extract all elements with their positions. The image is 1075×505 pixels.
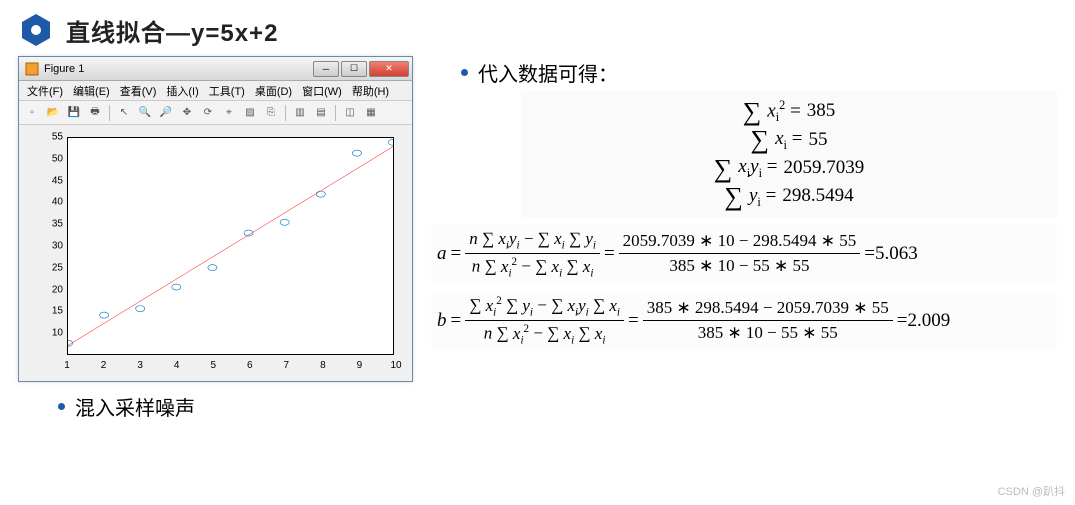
x-tick-label: 4 (174, 360, 180, 371)
sums-block: ∑xi2 = 385 ∑xi = 55 ∑xiyi = 2059.7039 ∑y… (521, 91, 1057, 217)
matlab-figure-icon (25, 62, 39, 76)
legend-icon[interactable]: ▤ (312, 104, 330, 122)
figure-toolbar: ▫📂💾🖶 ↖🔍🔎✥⟳⌖▨⎘ ▥▤ ◫▦ (19, 101, 412, 125)
menu-item[interactable]: 查看(V) (116, 83, 161, 99)
right-column: 代入数据可得： ∑xi2 = 385 ∑xi = 55 ∑xiyi = 2059… (441, 56, 1057, 421)
x-tick-label: 2 (101, 360, 107, 371)
y-tick-label: 50 (43, 153, 63, 164)
zoom-in-icon[interactable]: 🔍 (136, 104, 154, 122)
data-cursor-icon[interactable]: ⌖ (220, 104, 238, 122)
x-tick-label: 3 (137, 360, 143, 371)
y-tick-label: 30 (43, 241, 63, 252)
chart-svg (68, 138, 393, 354)
figure-titlebar: Figure 1 ─ ☐ ✕ (19, 57, 412, 81)
y-tick-label: 25 (43, 262, 63, 273)
sum-y-row: ∑yi = 298.5494 (724, 183, 853, 211)
page-header: 直线拟合—y=5x+2 (0, 0, 1075, 56)
figure-window: Figure 1 ─ ☐ ✕ 文件(F)编辑(E)查看(V)插入(I)工具(T)… (18, 56, 413, 382)
rotate-icon[interactable]: ⟳ (199, 104, 217, 122)
menu-item[interactable]: 编辑(E) (69, 83, 114, 99)
x-tick-label: 6 (247, 360, 253, 371)
bullet-icon (461, 69, 468, 76)
sum-xy-row: ∑xiyi = 2059.7039 (714, 154, 865, 182)
right-bullet-line: 代入数据可得： (461, 58, 1057, 87)
plot-area: 1015202530354045505512345678910 (19, 125, 412, 381)
sum-x2-row: ∑xi2 = 385 (743, 97, 836, 126)
toolbar-separator (335, 105, 336, 121)
menu-item[interactable]: 帮助(H) (348, 83, 393, 99)
sum-x-row: ∑xi = 55 (751, 126, 828, 154)
pointer-icon[interactable]: ↖ (115, 104, 133, 122)
left-column: Figure 1 ─ ☐ ✕ 文件(F)编辑(E)查看(V)插入(I)工具(T)… (18, 56, 413, 421)
menu-item[interactable]: 文件(F) (23, 83, 67, 99)
link-icon[interactable]: ⎘ (262, 104, 280, 122)
x-tick-label: 7 (284, 360, 290, 371)
figure-window-title: Figure 1 (44, 63, 84, 75)
pan-icon[interactable]: ✥ (178, 104, 196, 122)
x-tick-label: 8 (320, 360, 326, 371)
axes-icon[interactable]: ◫ (341, 104, 359, 122)
y-tick-label: 55 (43, 132, 63, 143)
left-bullet-line: 混入采样噪声 (58, 392, 413, 421)
x-tick-label: 10 (390, 360, 401, 371)
close-button[interactable]: ✕ (369, 61, 409, 77)
x-tick-label: 1 (64, 360, 70, 371)
toolbar-separator (109, 105, 110, 121)
print-icon[interactable]: 🖶 (86, 104, 104, 122)
save-icon[interactable]: 💾 (65, 104, 83, 122)
y-tick-label: 20 (43, 284, 63, 295)
toolbar-separator (285, 105, 286, 121)
new-icon[interactable]: ▫ (23, 104, 41, 122)
chart-axes (67, 137, 394, 355)
equation-b: b = ∑ xi2 ∑ yi − ∑ xiyi ∑ xi n ∑ xi2 − ∑… (431, 291, 1057, 350)
menu-item[interactable]: 窗口(W) (298, 83, 346, 99)
colorbar-icon[interactable]: ▥ (291, 104, 309, 122)
page-title: 直线拟合—y=5x+2 (66, 13, 278, 48)
bullet-icon (58, 403, 65, 410)
x-tick-label: 9 (357, 360, 363, 371)
x-tick-label: 5 (210, 360, 216, 371)
hex-icon (18, 12, 54, 48)
window-buttons: ─ ☐ ✕ (313, 61, 409, 77)
y-tick-label: 45 (43, 175, 63, 186)
maximize-button[interactable]: ☐ (341, 61, 367, 77)
minimize-button[interactable]: ─ (313, 61, 339, 77)
watermark: CSDN @趴抖 (998, 483, 1065, 499)
grid-icon[interactable]: ▦ (362, 104, 380, 122)
y-tick-label: 40 (43, 197, 63, 208)
menu-item[interactable]: 插入(I) (162, 83, 202, 99)
y-tick-label: 10 (43, 328, 63, 339)
right-bullet-text: 代入数据可得： (478, 58, 618, 87)
left-bullet-text: 混入采样噪声 (75, 392, 195, 421)
equation-a: a = n ∑ xiyi − ∑ xi ∑ yi n ∑ xi2 − ∑ xi … (431, 225, 1057, 283)
open-icon[interactable]: 📂 (44, 104, 62, 122)
zoom-out-icon[interactable]: 🔎 (157, 104, 175, 122)
menu-item[interactable]: 工具(T) (205, 83, 249, 99)
y-tick-label: 15 (43, 306, 63, 317)
brush-icon[interactable]: ▨ (241, 104, 259, 122)
figure-menubar: 文件(F)编辑(E)查看(V)插入(I)工具(T)桌面(D)窗口(W)帮助(H) (19, 81, 412, 101)
y-tick-label: 35 (43, 219, 63, 230)
menu-item[interactable]: 桌面(D) (251, 83, 296, 99)
